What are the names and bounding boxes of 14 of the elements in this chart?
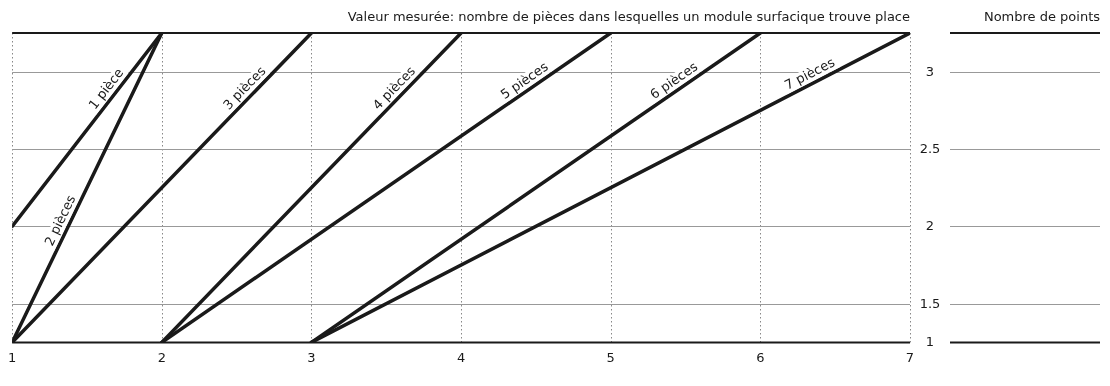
y-tick-label: 1	[925, 333, 935, 349]
x-tick-label: 2	[157, 349, 166, 365]
y-axis-title: Nombre de points	[983, 9, 1101, 24]
y-tick-label: 1.5	[919, 295, 941, 311]
x-tick-label: 3	[307, 349, 316, 365]
y-tick-label: 3	[925, 63, 935, 79]
x-axis-title: Valeur mesurée: nombre de pièces dans lesquelles un module surfacique trouve place	[347, 9, 910, 24]
x-tick-label: 5	[606, 349, 615, 365]
y-tick-label: 2	[925, 217, 935, 233]
x-tick-label: 4	[456, 349, 466, 365]
x-tick-label: 7	[905, 349, 915, 365]
y-tick-label: 2.5	[919, 140, 941, 156]
x-tick-label: 1	[7, 349, 17, 365]
x-tick-label: 6	[756, 349, 765, 365]
